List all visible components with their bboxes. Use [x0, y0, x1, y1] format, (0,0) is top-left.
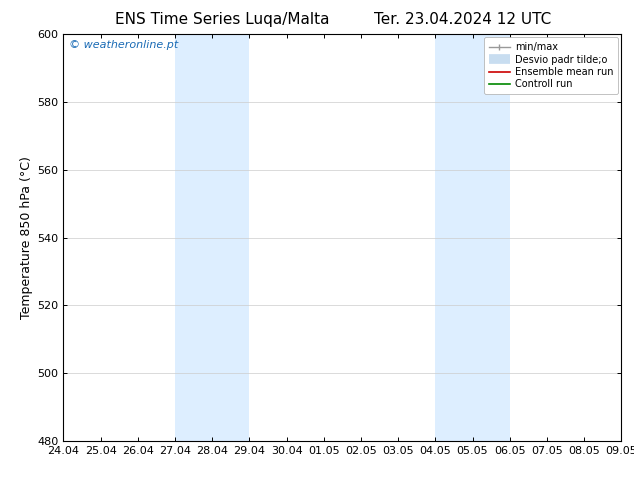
Bar — [436, 34, 510, 441]
Y-axis label: Temperature 850 hPa (°C): Temperature 850 hPa (°C) — [20, 156, 33, 319]
Text: ENS Time Series Luqa/Malta: ENS Time Series Luqa/Malta — [115, 12, 329, 27]
Text: Ter. 23.04.2024 12 UTC: Ter. 23.04.2024 12 UTC — [374, 12, 552, 27]
Bar — [175, 34, 249, 441]
Legend: min/max, Desvio padr tilde;o, Ensemble mean run, Controll run: min/max, Desvio padr tilde;o, Ensemble m… — [484, 37, 618, 94]
Text: © weatheronline.pt: © weatheronline.pt — [69, 40, 178, 50]
